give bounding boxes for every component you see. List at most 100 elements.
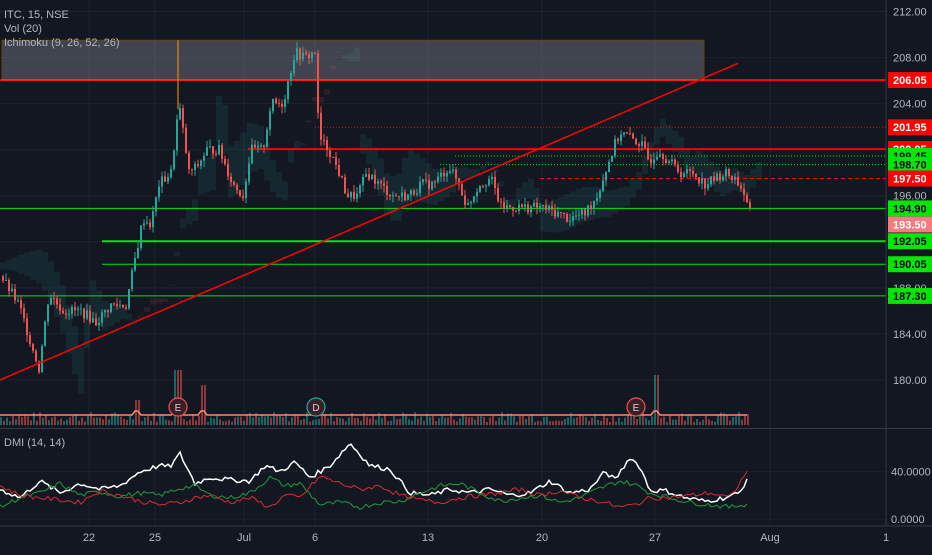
candle-body [587, 205, 589, 216]
candle-body [689, 169, 691, 171]
volume-bar [612, 414, 614, 425]
volume-bar [153, 413, 155, 425]
volume-bar [411, 420, 413, 425]
candle-body [179, 108, 181, 120]
price-level-badge [888, 233, 932, 250]
volume-bar [621, 421, 623, 425]
cloud-segment [570, 191, 576, 228]
cloud-segment [96, 290, 102, 326]
candle-body [626, 132, 628, 134]
candle-body [272, 98, 274, 112]
volume-bar [93, 417, 95, 425]
candle-body [482, 185, 484, 187]
candle-body [284, 99, 286, 107]
candle-body [464, 195, 466, 205]
candle-body [323, 139, 325, 141]
volume-bar [450, 413, 452, 425]
candle-body [635, 138, 637, 145]
volume-bar [105, 414, 107, 425]
candle-body [461, 184, 463, 196]
candle-body [242, 195, 244, 199]
volume-bar [528, 416, 530, 425]
price-level-badge-label: 192.05 [893, 236, 927, 248]
candle-body [311, 52, 313, 59]
volume-bar [558, 420, 560, 425]
volume-legend[interactable]: Vol (20) [4, 23, 42, 35]
cloud-segment [12, 257, 18, 272]
cloud-segment [600, 188, 606, 218]
candle-body [131, 270, 133, 290]
candle-body [725, 169, 727, 177]
time-tick-label: 1 [883, 532, 889, 544]
candle-body [257, 145, 259, 148]
volume-bar [192, 414, 194, 425]
candle-body [515, 210, 517, 212]
candle-body [560, 212, 562, 214]
candle-body [365, 174, 367, 177]
candle-body [494, 176, 496, 188]
candle-body [470, 201, 472, 204]
volume-bar [123, 418, 125, 425]
volume-bar [678, 415, 680, 425]
volume-bar [222, 421, 224, 425]
volume-bar [477, 416, 479, 425]
cloud-segment [450, 171, 456, 193]
candle-body [674, 159, 676, 165]
candle-body [143, 223, 145, 226]
candle-body [440, 172, 442, 177]
cloud-segment [666, 124, 672, 145]
candle-body [326, 139, 328, 151]
dmi-legend-label[interactable]: DMI (14, 14) [4, 437, 66, 449]
candle-body [641, 141, 643, 146]
price-level-badge-label: 201.95 [893, 122, 927, 134]
volume-bar [495, 421, 497, 425]
volume-bar [285, 413, 287, 425]
candle-body [362, 176, 364, 186]
volume-bar [354, 417, 356, 425]
volume-bar [132, 419, 134, 425]
volume-bar [12, 416, 14, 425]
candle-body [713, 176, 715, 181]
candle-body [38, 361, 40, 373]
symbol-legend[interactable]: ITC, 15, NSE [4, 9, 69, 21]
volume-bar [336, 417, 338, 425]
candle-body [338, 164, 340, 176]
cloud-segment [114, 305, 120, 323]
volume-bar [141, 421, 143, 425]
cloud-segment [216, 96, 222, 142]
candle-body [173, 150, 175, 169]
volume-bar [246, 415, 248, 425]
volume-bar [24, 415, 26, 425]
volume-bar [468, 417, 470, 425]
volume-bar [114, 412, 116, 425]
volume-bar [747, 414, 749, 425]
volume-bar [219, 419, 221, 425]
volume-bar [333, 421, 335, 425]
volume-bar [720, 412, 722, 425]
cloud-segment [234, 140, 240, 194]
candle-body [146, 222, 148, 224]
volume-bar [561, 420, 563, 425]
candle-body [233, 181, 235, 185]
pane-separator[interactable] [0, 428, 932, 429]
cloud-segment [174, 252, 180, 257]
volume-bar [288, 421, 290, 425]
volume-bar [351, 412, 353, 425]
ichimoku-cloud [0, 47, 762, 394]
candle-body [176, 119, 178, 151]
cloud-segment [48, 261, 54, 304]
volume-bar [504, 420, 506, 425]
ichimoku-legend[interactable]: Ichimoku (9, 26, 52, 26) [4, 37, 120, 49]
candle-body [98, 322, 100, 326]
candle-body [644, 141, 646, 149]
volume-bar [99, 417, 101, 425]
volume-bar [642, 413, 644, 425]
candle-body [383, 183, 385, 186]
cloud-segment [702, 154, 708, 180]
cloud-segment [648, 142, 654, 160]
dmi-series-1 [0, 475, 748, 511]
candle-body [200, 160, 202, 167]
candle-body [53, 297, 55, 299]
